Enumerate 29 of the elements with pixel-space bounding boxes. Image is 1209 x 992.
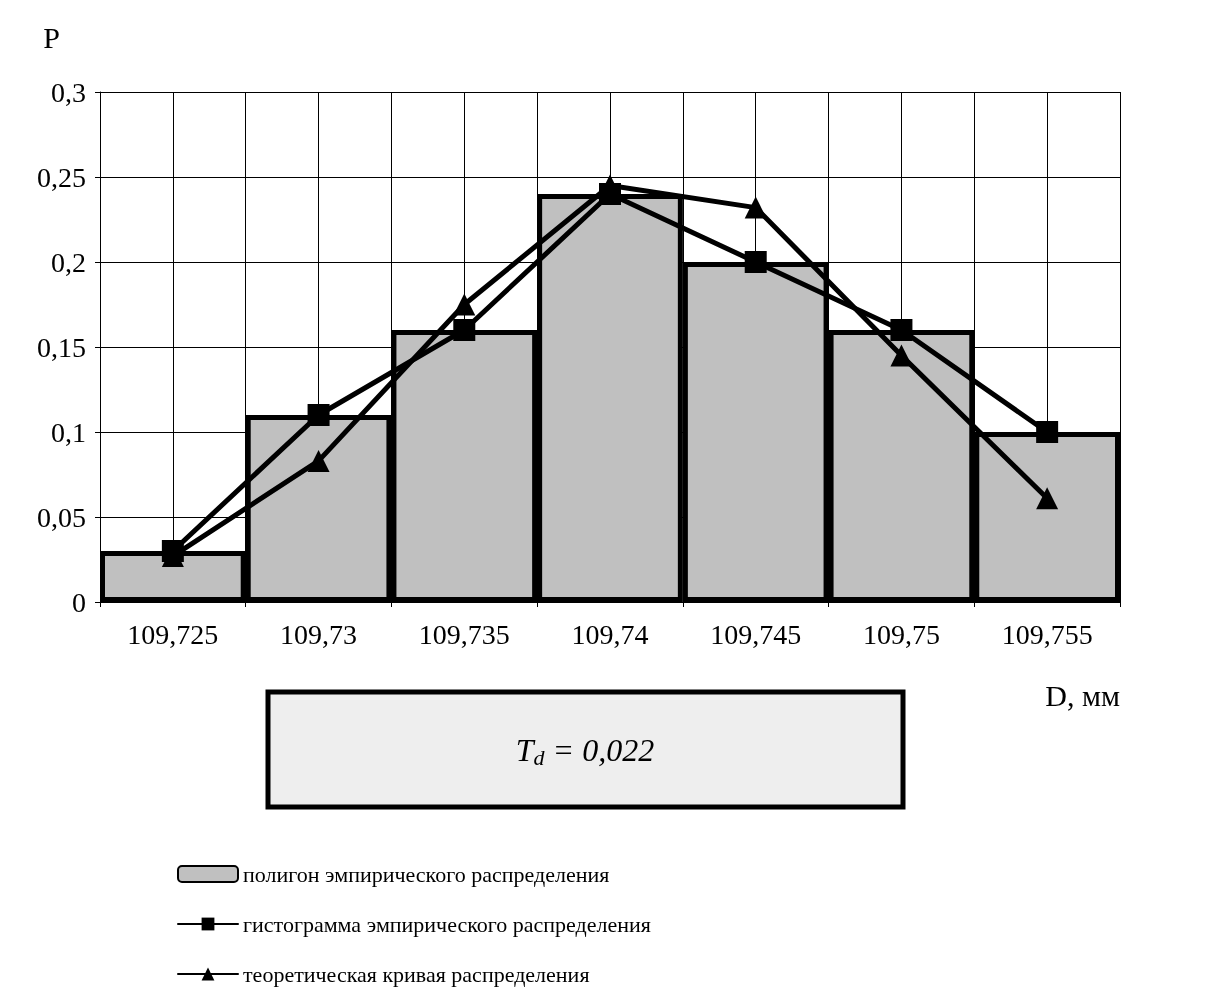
legend-label: полигон эмпирического распределения [243, 861, 610, 887]
point [1036, 421, 1059, 443]
x-tick-label: 109,74 [571, 618, 649, 650]
x-tick-label: 109,73 [280, 618, 358, 650]
y-tick-label: 0,05 [37, 501, 86, 533]
point [307, 449, 330, 472]
point [1036, 487, 1059, 510]
legend-label: гистограмма эмпирического распределения [243, 911, 651, 937]
x-tick-label: 109,755 [1001, 618, 1093, 650]
point [890, 344, 913, 367]
y-tick-label: 0,15 [37, 331, 86, 363]
y-tick-label: 0 [72, 586, 86, 618]
y-tick-label: 0,1 [51, 416, 86, 448]
y-tick-label: 0,2 [51, 246, 86, 278]
point [744, 196, 767, 219]
point [307, 404, 330, 426]
x-tick-label: 109,735 [418, 618, 510, 650]
y-axis-title: P [43, 20, 60, 54]
x-tick-label: 109,75 [862, 618, 940, 650]
x-axis-title: D, мм [1045, 678, 1121, 712]
y-tick-label: 0,3 [51, 76, 86, 108]
point [453, 319, 476, 341]
y-tick-label: 0,25 [37, 161, 86, 193]
point [453, 293, 476, 316]
x-tick-label: 109,725 [127, 618, 219, 650]
x-tick-label: 109,745 [710, 618, 802, 650]
legend-label: теоретическая кривая распределения [243, 961, 590, 987]
point [744, 251, 767, 273]
point [890, 319, 913, 341]
